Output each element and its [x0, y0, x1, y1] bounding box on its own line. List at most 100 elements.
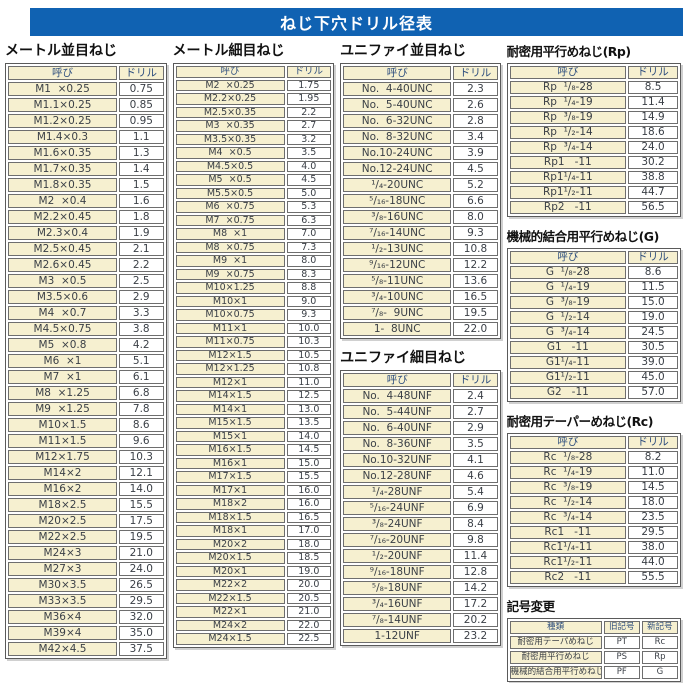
section-title: 耐密用平行めねじ(Rp)	[506, 44, 632, 59]
section-rp: 耐密用平行めねじ(Rp) 呼び ドリル Rp ¹/₈-28 8.5 Rp ¹/₄-19 1…	[506, 42, 681, 217]
cell: Rp1¹/₄-11	[509, 171, 627, 184]
table-row: G1 -11 30.5	[509, 341, 678, 354]
table-row: M16×1 15.0	[175, 457, 332, 469]
table-row: M18×2.5 15.5	[8, 498, 164, 512]
cell: 10.3	[286, 336, 332, 348]
cell: Rc ³/₄-14	[509, 511, 627, 524]
cell: 11.4	[628, 96, 678, 109]
table-row: M12×1.75 10.3	[8, 450, 164, 464]
cell: 23.5	[628, 511, 678, 524]
spacer	[507, 402, 681, 412]
table-row: M15×1 14.0	[175, 430, 332, 442]
cell: 1-12UNF	[343, 629, 452, 643]
cell: 8.5	[628, 81, 678, 94]
table-row: M17×1 16.0	[175, 484, 332, 496]
table-row: M2 ×0.25 1.75	[175, 79, 332, 91]
table-row: M18×1.5 16.5	[175, 511, 332, 523]
cell: 37.5	[119, 642, 164, 656]
table-row: M9 ×1 8.0	[175, 255, 332, 267]
table-row: G ¹/₂-14 19.0	[509, 311, 678, 324]
cell: 29.5	[119, 594, 164, 608]
table-row: ¹/₄-20UNC 5.2	[343, 178, 498, 192]
cell: M10×1.5	[8, 418, 117, 432]
table-row: M4 ×0.7 3.3	[8, 306, 164, 320]
table-row: M10×1.25 8.8	[175, 282, 332, 294]
cell: ¹/₄-20UNC	[343, 178, 452, 192]
table-row: M10×1 9.0	[175, 295, 332, 307]
cell: G1 -11	[509, 341, 627, 354]
cell: ⁵/₈-11UNC	[343, 274, 452, 288]
table-row: M9 ×0.75 8.3	[175, 268, 332, 280]
spacer	[340, 339, 501, 349]
cell: 22.0	[453, 322, 498, 336]
table-row: M33×3.5 29.5	[8, 594, 164, 608]
table-row: Rc ³/₈-19 14.5	[509, 481, 678, 494]
table-row: G ³/₄-14 24.5	[509, 326, 678, 339]
table-row: ³/₈-16UNC 8.0	[343, 210, 498, 224]
cell: 15.0	[628, 296, 678, 309]
cell: M3.5×0.35	[175, 133, 285, 145]
page-title: ねじ下穴ドリル径表	[30, 8, 683, 36]
header-row: 呼び ドリル	[343, 373, 498, 387]
cell: 2.9	[119, 290, 164, 304]
table-row: No.10-32UNF 4.1	[343, 453, 498, 467]
cell: 10.8	[453, 242, 498, 256]
table-row: 機械的結合用平行めねじ PF G	[509, 666, 678, 679]
cell: 2.5	[119, 274, 164, 288]
cell: M4.5×0.5	[175, 160, 285, 172]
table-row: 耐密用テーパめねじ PT Rc	[509, 636, 678, 649]
table-row: Rp ¹/₄-19 11.4	[509, 96, 678, 109]
table-row: M11×1 10.0	[175, 322, 332, 334]
table-row: ⁵/₁₆-24UNF 6.9	[343, 501, 498, 515]
table-row: M3 ×0.5 2.5	[8, 274, 164, 288]
cell: 29.5	[628, 526, 678, 539]
cell: 13.6	[453, 274, 498, 288]
cell: 2.8	[453, 114, 498, 128]
cell: 3.5	[453, 437, 498, 451]
cell: 14.0	[119, 482, 164, 496]
header-row: 呼び ドリル	[343, 66, 498, 80]
table-row: No. 8-32UNC 3.4	[343, 130, 498, 144]
table-row: M5 ×0.5 4.5	[175, 174, 332, 186]
cell: M15×1	[175, 430, 285, 442]
table-row: M2.5×0.45 2.1	[8, 242, 164, 256]
cell: PT	[603, 636, 640, 649]
header-row: 呼び ドリル	[509, 436, 678, 449]
table-row: M3 ×0.35 2.7	[175, 120, 332, 132]
g-table: 呼び ドリル G ¹/₈-28 8.6 G ¹/₄-19 11.5 G ³/₈-19 15.0…	[506, 248, 681, 402]
table-row: M20×2.5 17.5	[8, 514, 164, 528]
cell: Rc ¹/₂-14	[509, 496, 627, 509]
table-row: ⁹/₁₆-12UNC 12.2	[343, 258, 498, 272]
cell: M2 ×0.25	[175, 79, 285, 91]
table-row: G2 -11 57.0	[509, 386, 678, 399]
cell: 11.0	[286, 376, 332, 388]
cell: 16.5	[453, 290, 498, 304]
cell: M18×2	[175, 498, 285, 510]
table-row: M2 ×0.4 1.6	[8, 194, 164, 208]
cell: M12×1.25	[175, 363, 285, 375]
cell: 1.3	[119, 146, 164, 160]
table-row: M14×1 13.0	[175, 403, 332, 415]
cell: 2.2	[286, 106, 332, 118]
cell: M22×1	[175, 606, 285, 618]
cell: G1¹/₄-11	[509, 356, 627, 369]
cell: M3.5×0.6	[8, 290, 117, 304]
cell: G ¹/₂-14	[509, 311, 627, 324]
table-row: M5.5×0.5 5.0	[175, 187, 332, 199]
cell: No. 8-32UNC	[343, 130, 452, 144]
table-row: Rp2 -11 56.5	[509, 201, 678, 214]
cell: No. 5-40UNC	[343, 98, 452, 112]
table-row: No. 4-40UNC 2.3	[343, 82, 498, 96]
cell: M1.7×0.35	[8, 162, 117, 176]
table-row: ⁷/₈- 9UNC 19.5	[343, 306, 498, 320]
cell: M3 ×0.35	[175, 120, 285, 132]
spacer	[507, 217, 681, 227]
cell: 13.0	[286, 403, 332, 415]
metric-coarse-table: 呼び ドリル M1 ×0.25 0.75 M1.1×0.25 0.85 M1.2×0.25 0…	[5, 63, 167, 659]
table-row: Rc ¹/₂-14 18.0	[509, 496, 678, 509]
cell: G ³/₄-14	[509, 326, 627, 339]
column-header: 呼び	[175, 66, 285, 78]
cell: 18.0	[286, 538, 332, 550]
cell: M3 ×0.5	[8, 274, 117, 288]
